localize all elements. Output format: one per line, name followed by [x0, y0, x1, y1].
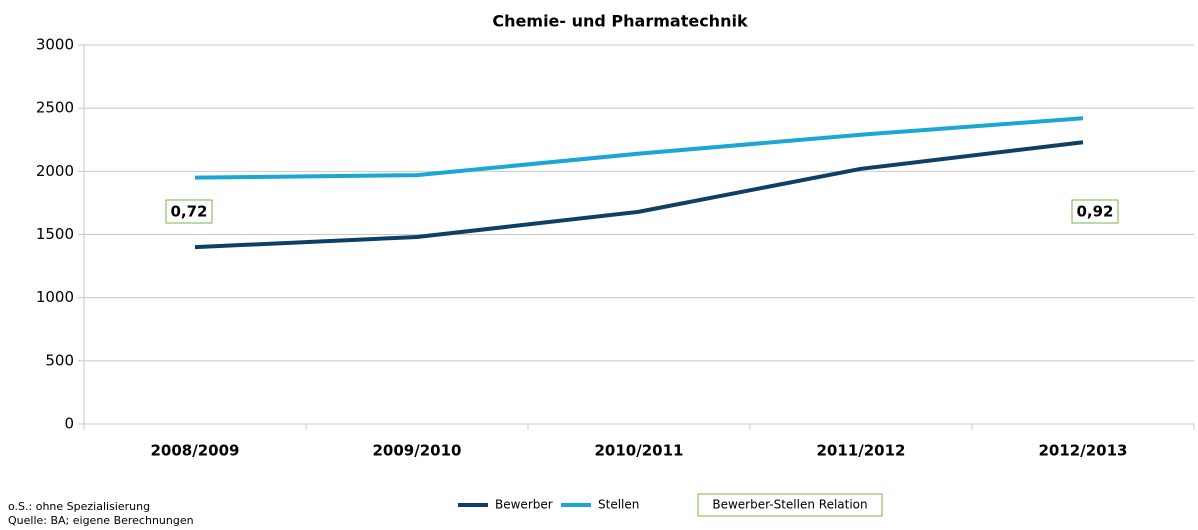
y-tick-label: 500 [45, 351, 74, 369]
relation-box [1071, 199, 1119, 224]
x-tick-label: 2012/2013 [1039, 442, 1128, 460]
chart-title: Chemie- und Pharmatechnik [492, 12, 748, 31]
y-tick-label: 1000 [36, 288, 74, 306]
y-tick-label: 0 [64, 415, 74, 433]
footnote: Quelle: BA; eigene Berechnungen [8, 514, 194, 527]
series-line [194, 140, 1084, 250]
legend-label: Bewerber-Stellen Relation [712, 498, 867, 512]
legend-relation-box [697, 493, 883, 517]
x-tick-label: 2010/2011 [595, 442, 684, 460]
legend-label: Bewerber [495, 498, 553, 512]
y-tick-label: 3000 [36, 36, 74, 54]
y-tick-label: 2500 [36, 99, 74, 117]
series-line [194, 116, 1084, 180]
footnote: o.S.: ohne Spezialisierung [8, 500, 150, 513]
relation-label: 0,72 [170, 203, 207, 221]
relation-label: 0,92 [1076, 203, 1113, 221]
y-tick-label: 1500 [36, 225, 74, 243]
x-tick-label: 2009/2010 [373, 442, 462, 460]
y-tick-label: 2000 [36, 162, 74, 180]
x-tick-label: 2008/2009 [151, 442, 240, 460]
x-tick-label: 2011/2012 [817, 442, 906, 460]
legend-label: Stellen [598, 498, 639, 512]
relation-box [165, 199, 213, 224]
